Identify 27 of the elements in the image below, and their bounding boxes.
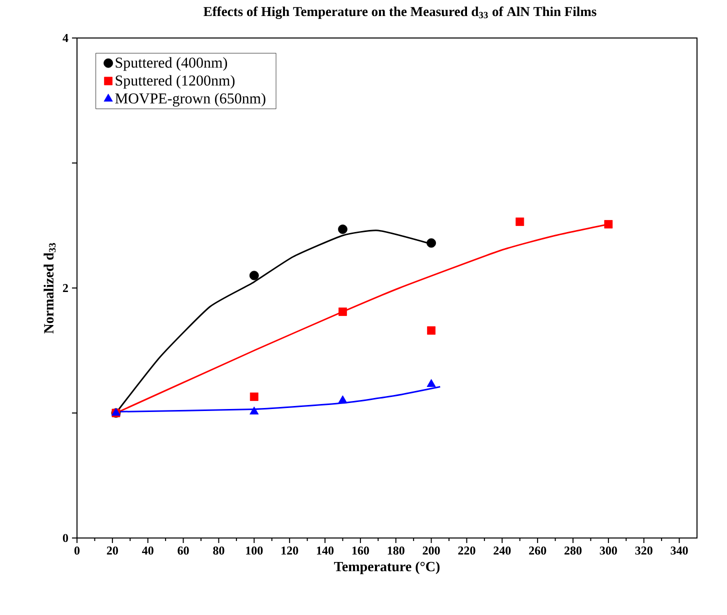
x-tick-label: 20	[106, 546, 118, 555]
y-tick-label: 4	[62, 34, 68, 42]
x-tick-label: 260	[529, 546, 546, 555]
legend-label: Sputtered (400nm)	[116, 57, 228, 71]
x-tick-label: 140	[316, 546, 334, 555]
x-tick-label: 0	[74, 546, 80, 555]
x-tick-label: 180	[388, 546, 404, 555]
x-tick-label: 120	[282, 546, 298, 555]
x-tick-label: 160	[352, 546, 369, 555]
x-axis-title: Temperature (°C)	[334, 561, 440, 574]
x-tick-label: 280	[564, 546, 582, 555]
x-tick-label: 100	[246, 546, 263, 555]
x-tick-label: 80	[213, 546, 224, 555]
x-tick-label: 40	[142, 546, 154, 555]
y-tick-label: 2	[62, 284, 68, 292]
x-tick-label: 220	[458, 546, 476, 555]
x-tick-label: 200	[422, 546, 440, 555]
y-tick-label: 0	[62, 534, 68, 542]
legend-label: MOVPE-grown (650nm)	[115, 92, 266, 107]
legend-label: Sputtered (1200nm)	[116, 75, 235, 89]
x-tick-label: 340	[670, 546, 688, 555]
x-tick-label: 320	[635, 546, 652, 555]
chart-title: Effects of High Temperature on the Measured d$_{33}$ of AlN Thin Films	[204, 6, 596, 19]
x-tick-label: 240	[494, 546, 511, 555]
x-tick-label: 60	[178, 546, 189, 555]
x-tick-label: 300	[600, 546, 617, 555]
y-axis-title: Normalized d$_{33}$	[44, 243, 56, 334]
